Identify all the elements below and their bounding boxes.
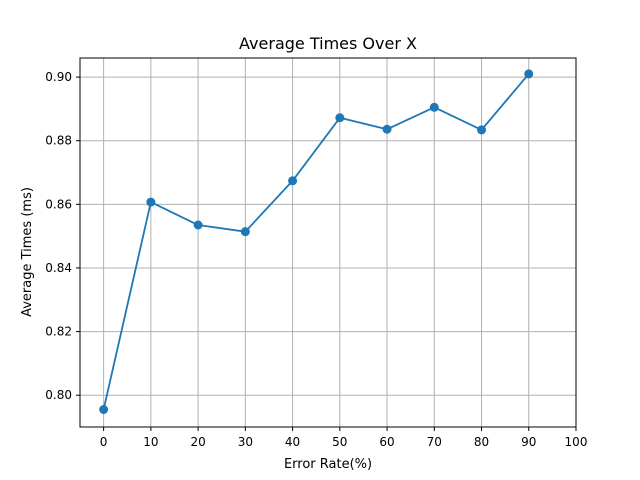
series-line: [102, 73, 530, 410]
data-point: [335, 113, 345, 123]
data-point: [288, 176, 298, 186]
data-point: [477, 125, 487, 135]
data-point: [146, 197, 156, 207]
y-tick-label: 0.86: [45, 197, 72, 211]
x-axis-label: Error Rate(%): [284, 457, 372, 472]
x-tick-label: 30: [238, 435, 253, 449]
x-tick-label: 100: [565, 435, 588, 449]
data-point: [524, 69, 534, 79]
y-tick-label: 0.84: [45, 261, 72, 275]
x-tick-label: 20: [190, 435, 205, 449]
y-tick-label: 0.80: [45, 388, 72, 402]
x-tick-label: 70: [427, 435, 442, 449]
chart-title: Average Times Over X: [239, 34, 417, 53]
data-point: [240, 227, 250, 237]
data-point: [382, 124, 392, 134]
y-axis-label: Average Times (ms): [20, 187, 35, 317]
axis-ticks: 0 10 20 30 40 50 60 70 80 90 100 0.80 0.82 0.84 0.86 0.…: [45, 70, 587, 449]
y-tick-label: 0.82: [45, 325, 72, 339]
x-tick-label: 40: [285, 435, 300, 449]
data-point: [429, 102, 439, 112]
data-point: [193, 220, 203, 230]
x-tick-label: 90: [521, 435, 536, 449]
x-tick-label: 10: [143, 435, 158, 449]
x-tick-label: 50: [332, 435, 347, 449]
y-tick-label: 0.88: [45, 134, 72, 148]
x-tick-label: 60: [379, 435, 394, 449]
plot-frame: [79, 57, 577, 428]
series-layer: [99, 69, 534, 415]
data-point: [99, 405, 109, 415]
x-tick-label: 0: [100, 435, 108, 449]
y-tick-label: 0.90: [45, 70, 72, 84]
x-tick-label: 80: [474, 435, 489, 449]
